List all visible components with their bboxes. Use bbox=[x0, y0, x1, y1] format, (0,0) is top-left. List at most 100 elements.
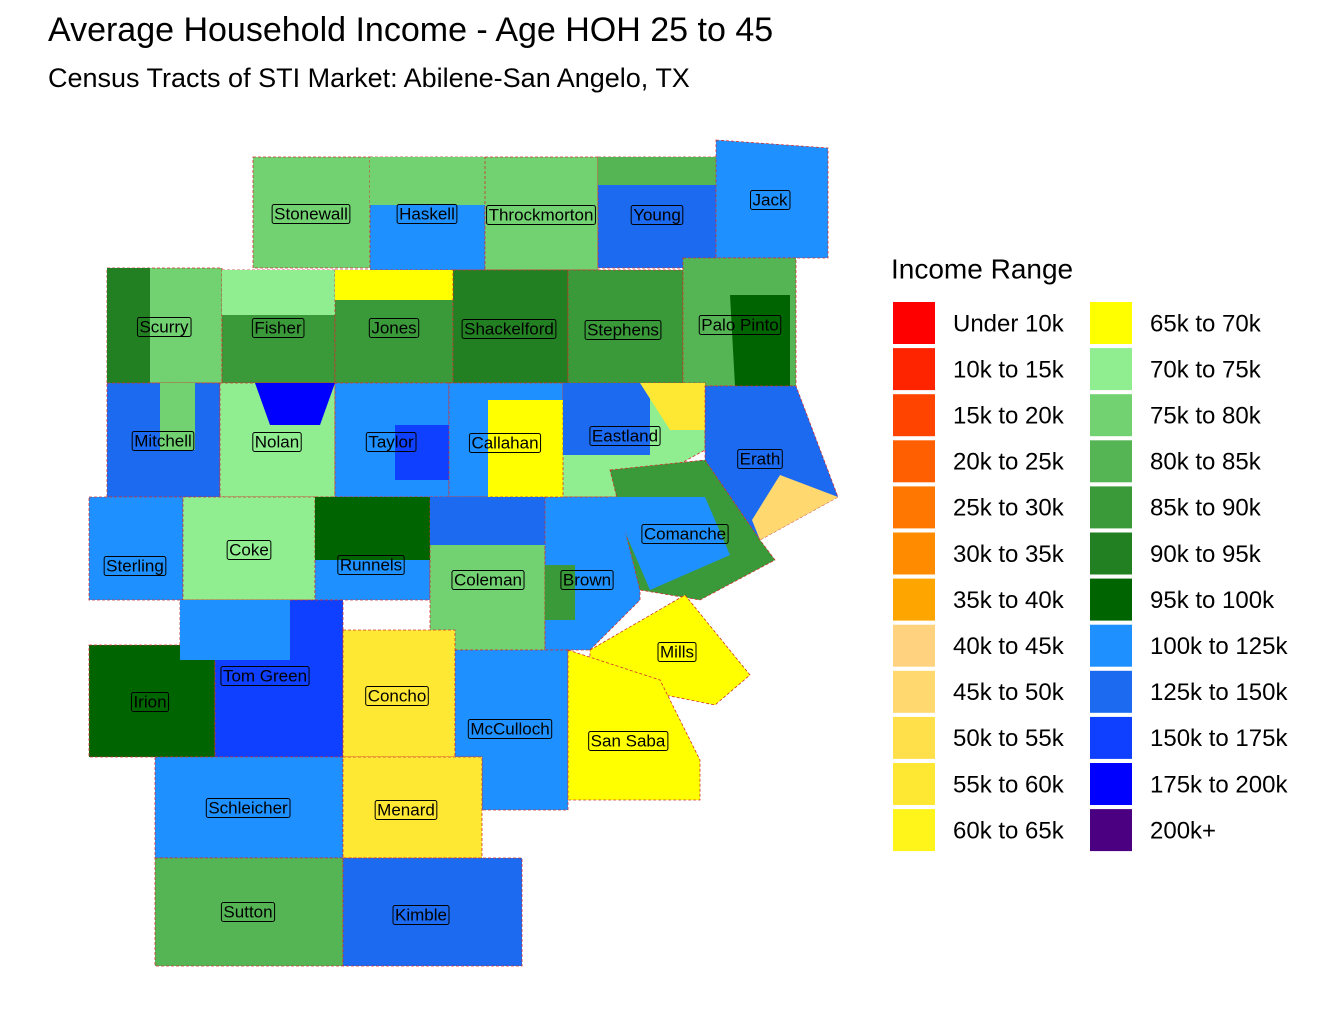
legend: Under 10k 10k to 15k 15k to 20k 20k to 25k 2… bbox=[893, 302, 1288, 852]
tract-area bbox=[107, 268, 150, 383]
county-label: Fisher bbox=[254, 318, 302, 337]
legend-label: Under 10k bbox=[953, 310, 1065, 337]
legend-swatch bbox=[893, 809, 935, 852]
county-label: Mills bbox=[660, 642, 694, 661]
county-label-box bbox=[396, 203, 458, 224]
legend-swatch bbox=[1090, 809, 1132, 852]
legend-swatch bbox=[1090, 763, 1132, 805]
tract-area bbox=[222, 270, 335, 315]
county-label: Haskell bbox=[399, 204, 455, 223]
legend-swatch bbox=[893, 486, 935, 529]
tract-area bbox=[640, 383, 705, 430]
county-area bbox=[567, 649, 701, 801]
county-label: Tom Green bbox=[223, 666, 307, 685]
county-label-box bbox=[589, 425, 661, 446]
county-label-box bbox=[226, 539, 272, 560]
legend-swatch bbox=[1090, 670, 1132, 713]
legend-label: 175k to 200k bbox=[1150, 771, 1288, 798]
legend-label: 35k to 40k bbox=[953, 587, 1065, 614]
tract-area bbox=[752, 475, 838, 540]
legend-swatch bbox=[1090, 394, 1132, 437]
county-label-box bbox=[252, 431, 302, 452]
county-label-box bbox=[698, 314, 782, 335]
legend-swatch bbox=[1090, 486, 1132, 529]
county-label: Runnels bbox=[340, 555, 402, 574]
county-label: Callahan bbox=[471, 433, 538, 452]
legend-swatch bbox=[893, 440, 935, 483]
county-label: Scurry bbox=[139, 317, 189, 336]
tract-area bbox=[563, 383, 650, 455]
county-label-box bbox=[486, 204, 596, 225]
county-label: Eastland bbox=[592, 426, 658, 445]
county-label: Mitchell bbox=[134, 431, 192, 450]
county-label-box bbox=[205, 797, 291, 818]
county-label: Brown bbox=[563, 570, 611, 589]
tract-area bbox=[180, 600, 290, 660]
legend-swatch bbox=[893, 532, 935, 575]
county-label-box bbox=[560, 569, 614, 590]
county-label-box bbox=[584, 319, 662, 340]
county-label-box bbox=[368, 317, 420, 338]
county-label: Young bbox=[633, 205, 681, 224]
county-label: Taylor bbox=[368, 432, 414, 451]
legend-swatch bbox=[893, 578, 935, 621]
county-label-box bbox=[467, 718, 553, 739]
legend-swatch bbox=[893, 302, 935, 344]
map: Stonewall Haskell Throckmorton Young Jack Scu… bbox=[88, 139, 839, 967]
county-label-box bbox=[630, 204, 684, 225]
legend-swatch bbox=[893, 394, 935, 437]
county-label: Coleman bbox=[454, 570, 522, 589]
county-label-box bbox=[131, 430, 195, 451]
county-label-box bbox=[392, 904, 450, 925]
county-label: Jones bbox=[371, 318, 416, 337]
legend-label: 75k to 80k bbox=[1150, 403, 1262, 430]
county-label: Shackelford bbox=[464, 319, 554, 338]
county-area bbox=[342, 857, 523, 967]
legend-label: 125k to 150k bbox=[1150, 679, 1288, 706]
county-label-box bbox=[136, 316, 192, 337]
title: Average Household Income - Age HOH 25 to… bbox=[48, 11, 773, 49]
legend-label: 60k to 65k bbox=[953, 817, 1065, 844]
county-area bbox=[715, 139, 829, 259]
county-label: Schleicher bbox=[208, 798, 288, 817]
county-label: Stonewall bbox=[274, 204, 348, 223]
legend-label: 65k to 70k bbox=[1150, 310, 1262, 337]
legend-swatch bbox=[893, 670, 935, 713]
legend-swatch bbox=[1090, 624, 1132, 667]
tract-area bbox=[545, 565, 575, 620]
legend-label: 25k to 30k bbox=[953, 495, 1065, 522]
legend-label: 55k to 60k bbox=[953, 771, 1065, 798]
county-label: Kimble bbox=[395, 905, 447, 924]
tract-area bbox=[315, 497, 430, 560]
county-label: Nolan bbox=[255, 432, 299, 451]
county-label-box bbox=[737, 448, 783, 469]
tract-area bbox=[335, 270, 453, 300]
county-label-box bbox=[220, 901, 276, 922]
county-label: Palo Pinto bbox=[701, 315, 779, 334]
county-label-box bbox=[130, 691, 170, 712]
legend-swatch bbox=[1090, 348, 1132, 391]
tract-area bbox=[395, 425, 449, 480]
legend-label: 100k to 125k bbox=[1150, 633, 1288, 660]
county-label: Jack bbox=[753, 190, 788, 209]
legend-swatch bbox=[1090, 532, 1132, 575]
county-label-box bbox=[451, 569, 525, 590]
county-label: McCulloch bbox=[470, 719, 549, 738]
county-area bbox=[342, 629, 456, 758]
county-label-box bbox=[103, 555, 167, 576]
county-label: Sterling bbox=[106, 556, 164, 575]
legend-label: 40k to 45k bbox=[953, 633, 1065, 660]
county-label-box bbox=[641, 523, 729, 544]
county-label-box bbox=[251, 317, 305, 338]
legend-label: 85k to 90k bbox=[1150, 495, 1262, 522]
county-label: Menard bbox=[377, 800, 435, 819]
legend-swatch bbox=[1090, 440, 1132, 483]
legend-swatch bbox=[1090, 302, 1132, 344]
legend-label: 200k+ bbox=[1150, 817, 1216, 844]
tract-area bbox=[488, 400, 563, 497]
county-label: Sutton bbox=[223, 902, 272, 921]
legend-label: 20k to 25k bbox=[953, 449, 1065, 476]
tract-area bbox=[598, 157, 716, 185]
legend-label: 150k to 175k bbox=[1150, 725, 1288, 752]
